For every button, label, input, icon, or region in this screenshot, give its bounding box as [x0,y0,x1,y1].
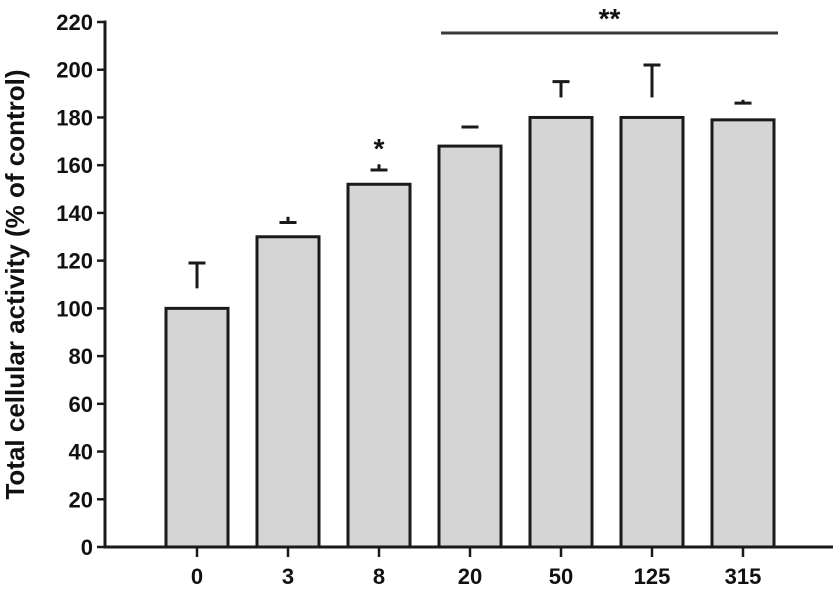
x-tick-label: 20 [458,564,482,589]
y-tick-label: 60 [69,392,93,417]
y-tick-label: 140 [56,201,93,226]
x-tick-label: 50 [549,564,573,589]
x-tick-label: 0 [191,564,203,589]
y-tick-label: 20 [69,487,93,512]
bar-0 [164,306,230,549]
y-tick-label: 220 [56,10,93,35]
y-tick-label: 180 [56,105,93,130]
x-tick-label: 3 [282,564,294,589]
significance-star: * [374,133,385,164]
y-axis-title: Total cellular activity (% of control) [0,69,30,499]
y-tick-label: 200 [56,58,93,83]
y-tick-label: 100 [56,296,93,321]
bar-3 [255,235,321,549]
y-tick-label: 120 [56,249,93,274]
y-tick-label: 0 [81,535,93,560]
y-tick-label: 80 [69,344,93,369]
x-tick-label: 125 [634,564,671,589]
bar-20 [437,144,503,549]
significance-stars: ** [599,3,621,34]
y-tick-label: 40 [69,440,93,465]
bar-125 [619,115,685,549]
bar-50 [528,115,594,549]
x-tick-label: 8 [373,564,385,589]
y-tick-label: 160 [56,153,93,178]
x-tick-label: 315 [725,564,762,589]
bar-8 [346,182,412,549]
bar-315 [710,118,776,549]
